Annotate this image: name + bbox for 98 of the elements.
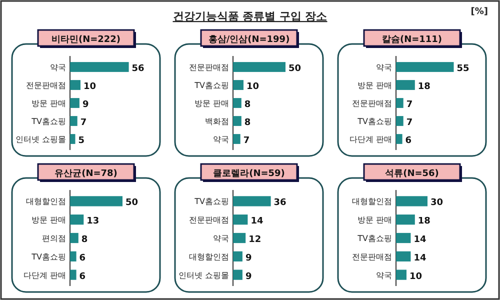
bar bbox=[396, 251, 411, 262]
bar bbox=[70, 80, 80, 90]
chart-title: 칼슘(N=111) bbox=[382, 35, 442, 45]
data-label: 18 bbox=[418, 216, 430, 227]
bar bbox=[233, 134, 240, 144]
text: 건강기능식품 종류별 구입 장소 bbox=[172, 10, 328, 23]
y-tick-label: 방문 판매 bbox=[194, 99, 229, 108]
bar bbox=[70, 98, 80, 108]
y-tick-label: 백화점 bbox=[205, 117, 229, 126]
data-label: 18 bbox=[418, 82, 430, 92]
data-label: 56 bbox=[132, 64, 144, 74]
y-tick-label: TV홈쇼핑 bbox=[194, 197, 229, 206]
chart-title: 유산균(N=78) bbox=[54, 169, 118, 179]
bar bbox=[233, 251, 242, 262]
bar bbox=[396, 214, 415, 225]
y-tick-label: TV홈쇼핑 bbox=[30, 252, 66, 262]
data-label: 14 bbox=[414, 253, 426, 264]
data-label: 14 bbox=[414, 235, 426, 245]
y-tick-label: 대형할인점 bbox=[189, 252, 229, 262]
y-tick-label: 약국 bbox=[376, 63, 392, 72]
data-label: 6 bbox=[79, 272, 86, 282]
bar bbox=[233, 98, 242, 108]
bar bbox=[233, 196, 271, 206]
y-tick-label: 편의점 bbox=[42, 234, 66, 243]
data-label: 6 bbox=[405, 136, 412, 146]
data-label: 8 bbox=[244, 100, 251, 110]
bar bbox=[70, 116, 78, 126]
y-tick-label: 전문판매점 bbox=[352, 99, 392, 108]
data-label: 36 bbox=[274, 198, 286, 208]
bar bbox=[70, 62, 129, 72]
y-tick-label: 약국 bbox=[213, 135, 229, 144]
data-label: 13 bbox=[86, 216, 100, 227]
y-tick-label: TV홈쇼핑 bbox=[356, 234, 392, 243]
bar bbox=[233, 214, 248, 225]
bar bbox=[396, 98, 404, 108]
data-label: 55 bbox=[456, 64, 470, 74]
bar bbox=[70, 251, 76, 262]
y-tick-label: 전문판매점 bbox=[26, 81, 66, 90]
data-label: 9 bbox=[245, 272, 252, 282]
bar bbox=[70, 214, 84, 225]
data-label: 12 bbox=[248, 235, 262, 245]
bar bbox=[396, 62, 454, 72]
data-label: 8 bbox=[81, 235, 88, 245]
data-label: 9 bbox=[82, 100, 89, 110]
bar bbox=[396, 134, 402, 144]
data-label: 30 bbox=[430, 198, 444, 208]
y-tick-label: 다단계 판매 bbox=[23, 270, 66, 280]
y-tick-label: TV홈쇼핑 bbox=[356, 117, 392, 126]
bar bbox=[396, 270, 406, 280]
data-label: 50 bbox=[126, 198, 138, 208]
data-label: 10 bbox=[410, 272, 422, 282]
data-label: 6 bbox=[79, 253, 86, 264]
chart-title: 홍삼/인삼(N=199) bbox=[208, 35, 290, 45]
bar bbox=[70, 270, 76, 280]
data-label: 7 bbox=[406, 118, 413, 128]
y-tick-label: 전문판매점 bbox=[352, 252, 392, 262]
y-tick-label: 방문 판매 bbox=[357, 216, 392, 225]
data-label: 10 bbox=[246, 82, 260, 92]
y-tick-label: 인터넷 쇼핑몰 bbox=[178, 270, 229, 280]
y-tick-label: 방문 판매 bbox=[31, 99, 66, 108]
chart-title: 클로렐라(N=59) bbox=[213, 169, 285, 179]
y-tick-label: 약국 bbox=[376, 270, 392, 280]
y-tick-label: 방문 판매 bbox=[357, 81, 392, 90]
data-label: 7 bbox=[243, 136, 250, 146]
bar bbox=[233, 80, 244, 90]
y-tick-label: 전문판매점 bbox=[189, 216, 229, 225]
bar bbox=[396, 80, 415, 90]
bar bbox=[233, 62, 286, 72]
y-tick-label: TV홈쇼핑 bbox=[194, 81, 229, 90]
y-tick-label: 약국 bbox=[213, 234, 229, 243]
data-label: 50 bbox=[288, 64, 302, 74]
bar bbox=[396, 116, 404, 126]
y-tick-label: 대형할인점 bbox=[352, 197, 392, 206]
bar bbox=[396, 232, 411, 244]
text: [%] bbox=[470, 7, 488, 17]
bar bbox=[70, 134, 76, 144]
bar bbox=[233, 270, 242, 280]
bar bbox=[70, 196, 122, 206]
data-label: 10 bbox=[84, 82, 96, 92]
y-tick-label: 전문판매점 bbox=[189, 63, 229, 72]
y-tick-label: 대형할인점 bbox=[26, 197, 66, 206]
chart-title: 석류(N=56) bbox=[385, 169, 439, 179]
y-tick-label: TV홈쇼핑 bbox=[30, 117, 66, 126]
data-label: 7 bbox=[80, 118, 87, 128]
y-tick-label: 약국 bbox=[50, 63, 66, 72]
data-label: 8 bbox=[244, 118, 251, 128]
data-label: 5 bbox=[78, 136, 85, 146]
bar bbox=[233, 232, 246, 244]
data-label: 9 bbox=[245, 253, 252, 264]
data-label: 7 bbox=[406, 100, 413, 110]
y-tick-label: 다단계 판매 bbox=[349, 135, 392, 144]
chart-title: 비타민(N=222) bbox=[51, 35, 121, 45]
y-tick-label: 방문 판매 bbox=[31, 216, 66, 225]
bar bbox=[233, 116, 242, 126]
data-label: 14 bbox=[250, 216, 264, 227]
bar bbox=[396, 196, 428, 206]
y-tick-label: 인터넷 쇼핑몰 bbox=[15, 135, 66, 144]
bar bbox=[70, 232, 78, 244]
